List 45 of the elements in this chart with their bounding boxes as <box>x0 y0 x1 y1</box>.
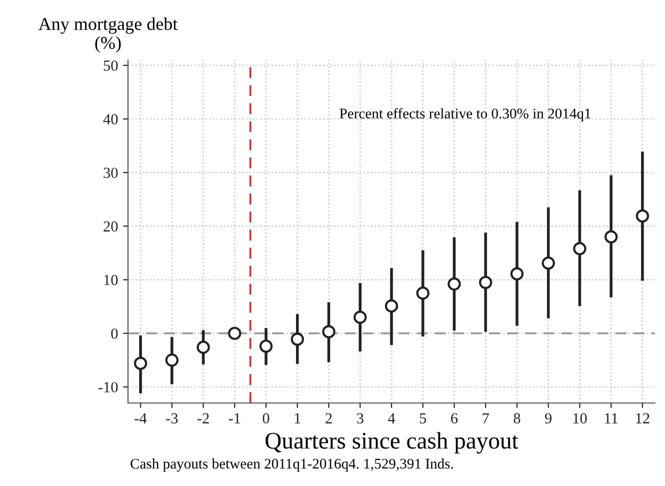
point <box>354 310 367 324</box>
y-tick-label: 30 <box>104 168 118 178</box>
point <box>228 326 242 340</box>
point <box>448 277 461 291</box>
point <box>259 340 273 353</box>
point <box>479 276 492 290</box>
point <box>322 325 336 338</box>
x-tick-label: 3 <box>357 413 364 424</box>
x-tick-label: 9 <box>545 413 552 424</box>
point <box>542 256 555 270</box>
x-tick-label: 2 <box>326 413 332 424</box>
text: Cash payouts between 2011q1-2016q4. 1,529,391 Inds. <box>130 458 453 472</box>
point <box>165 354 179 367</box>
point <box>604 230 618 244</box>
x-tick-label: 1 <box>294 413 300 424</box>
point <box>134 356 148 370</box>
x-tick-label: 12 <box>636 413 650 424</box>
point <box>384 299 398 313</box>
y-tick-label: 40 <box>103 114 118 124</box>
x-tick-label: 0 <box>262 413 270 424</box>
point <box>416 286 430 300</box>
x-tick-label: 8 <box>514 413 520 424</box>
annotation: Percent effects relative to 0.30% in 2014q1 <box>340 108 590 122</box>
x-tick-label: -4 <box>134 413 147 424</box>
x-tick-label: 5 <box>420 413 426 424</box>
y-tick-label: 10 <box>104 274 118 286</box>
x-tick-label: 4 <box>388 413 396 424</box>
y-tick-label: -10 <box>98 382 118 392</box>
x-tick-label: 11 <box>605 413 618 424</box>
point <box>510 267 524 280</box>
y-axis-title: Any mortgage debt (%) <box>38 17 178 53</box>
point <box>573 242 586 256</box>
y-tick-label: 20 <box>104 221 118 232</box>
y-tick-label: 50 <box>104 60 118 71</box>
x-tick-label: 7 <box>482 413 489 424</box>
x-tick-label: -3 <box>166 413 178 424</box>
x-axis-title: Quarters since cash payout <box>266 432 518 454</box>
x-tick-label: -2 <box>197 413 209 424</box>
point <box>290 332 304 346</box>
point <box>636 209 650 223</box>
x-tick-label: -1 <box>228 413 240 424</box>
x-tick-label: 6 <box>451 413 458 424</box>
point <box>196 340 210 354</box>
x-tick-label: 10 <box>573 413 587 424</box>
y-tick-label: 0 <box>111 328 118 339</box>
